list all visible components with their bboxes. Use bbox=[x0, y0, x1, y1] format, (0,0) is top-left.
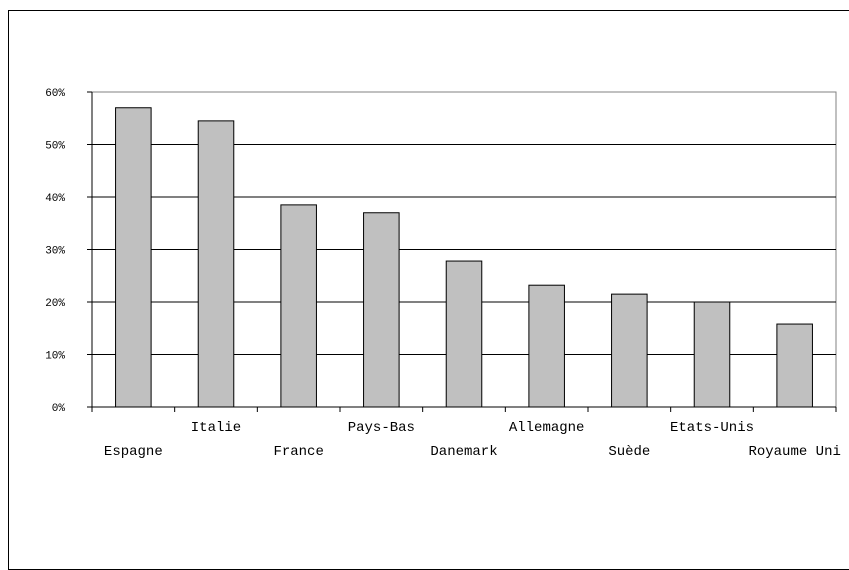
y-tick-label: 50% bbox=[45, 141, 65, 153]
bar-italie bbox=[197, 120, 235, 408]
x-tick-label: Danemark bbox=[430, 444, 497, 460]
y-tick-label: 20% bbox=[45, 298, 65, 310]
x-tick-label: Etats-Unis bbox=[670, 420, 754, 436]
bar-france bbox=[280, 204, 317, 408]
y-tick-label: 60% bbox=[45, 88, 65, 100]
x-tick-label: Suède bbox=[608, 444, 650, 460]
y-tick-label: 10% bbox=[45, 351, 65, 363]
bar-suède bbox=[611, 293, 648, 408]
bar-royaume-uni bbox=[776, 323, 813, 408]
bar-danemark bbox=[445, 260, 483, 408]
x-tick-label: France bbox=[273, 444, 323, 460]
bar-allemagne bbox=[528, 284, 565, 408]
y-tick-label: 40% bbox=[45, 193, 65, 205]
x-tick-label: Allemagne bbox=[509, 420, 585, 436]
x-tick-label: Royaume Uni bbox=[748, 444, 840, 460]
bar-pays-bas bbox=[363, 212, 400, 408]
x-tick-label: Italie bbox=[191, 420, 241, 436]
y-tick-label: 0% bbox=[52, 403, 66, 415]
bar-etats-unis bbox=[693, 301, 731, 408]
y-tick-label: 30% bbox=[45, 246, 65, 258]
bar-espagne bbox=[115, 107, 152, 408]
bar-chart: 0% 10% 20% 30% 40% 50% 60% Espagne Italie France P… bbox=[45, 88, 841, 460]
x-tick-label: Pays-Bas bbox=[348, 420, 415, 436]
x-tick-label: Espagne bbox=[104, 444, 163, 460]
